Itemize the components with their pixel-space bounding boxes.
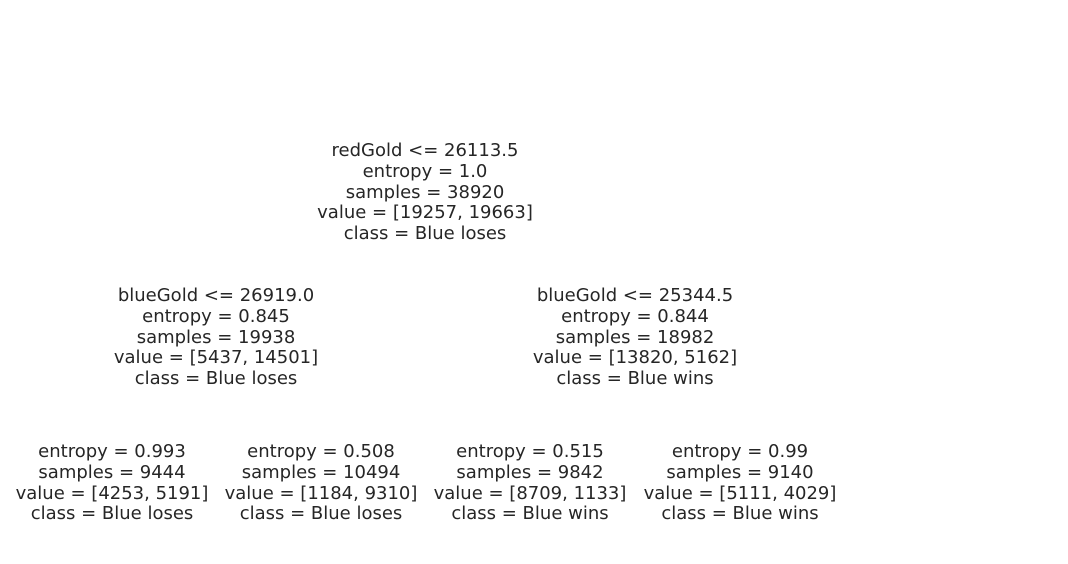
value-label: value = [4253, 5191] [15,482,209,504]
entropy-label: entropy = 0.993 [38,441,186,462]
split-condition: blueGold <= 25344.5 [536,285,734,306]
samples-label: samples = 10494 [241,461,401,483]
split-condition: redGold <= 26113.5 [331,140,519,161]
tree-node-root: redGold <= 26113.5 entropy = 1.0 samples… [317,140,533,245]
value-label: value = [8709, 1133] [433,482,627,504]
tree-leaf-left-right: entropy = 0.508 samples = 10494 value = … [224,441,418,525]
value-label: value = [19257, 19663] [317,202,533,224]
samples-label: samples = 19938 [136,326,296,348]
class-label: class = Blue loses [239,503,403,525]
entropy-label: entropy = 0.844 [561,305,709,327]
class-label: class = Blue loses [343,223,507,245]
samples-label: samples = 18982 [555,326,715,348]
samples-label: samples = 9444 [38,461,186,483]
value-label: value = [5111, 4029] [643,482,837,504]
entropy-label: entropy = 0.845 [142,305,290,327]
class-label: class = Blue loses [134,368,298,390]
samples-label: samples = 38920 [345,181,505,203]
samples-label: samples = 9842 [456,461,604,483]
tree-node-left: blueGold <= 26919.0 entropy = 0.845 samp… [113,285,319,390]
value-label: value = [13820, 5162] [532,347,738,369]
tree-node-right: blueGold <= 25344.5 entropy = 0.844 samp… [532,285,738,390]
entropy-label: entropy = 0.515 [456,441,604,462]
class-label: class = Blue wins [661,503,819,525]
entropy-label: entropy = 0.508 [247,441,395,462]
entropy-label: entropy = 1.0 [362,160,488,182]
tree-leaf-right-right: entropy = 0.99 samples = 9140 value = [5… [643,441,837,525]
value-label: value = [5437, 14501] [113,347,319,369]
split-condition: blueGold <= 26919.0 [117,285,315,306]
class-label: class = Blue loses [30,503,194,525]
class-label: class = Blue wins [556,368,714,390]
tree-leaf-left-left: entropy = 0.993 samples = 9444 value = [… [15,441,209,525]
value-label: value = [1184, 9310] [224,482,418,504]
class-label: class = Blue wins [451,503,609,525]
entropy-label: entropy = 0.99 [671,441,809,462]
samples-label: samples = 9140 [666,461,814,483]
tree-leaf-right-left: entropy = 0.515 samples = 9842 value = [… [433,441,627,525]
